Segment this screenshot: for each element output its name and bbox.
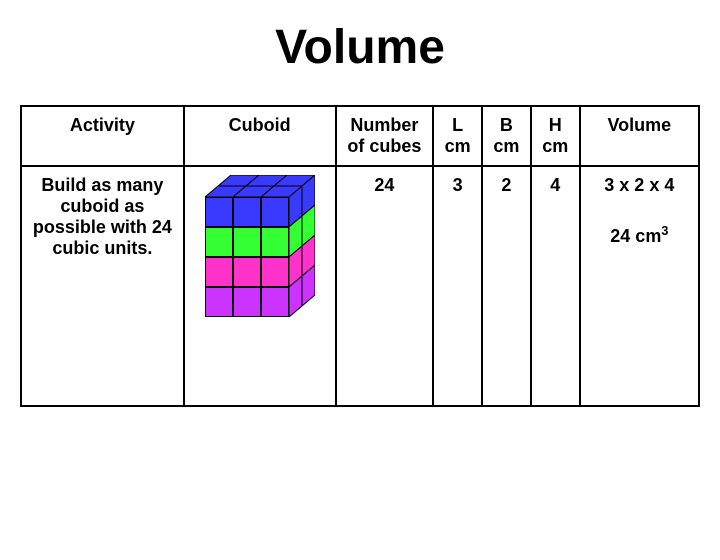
volume-result: 24 cm3 xyxy=(587,224,692,247)
cuboid-front-cell xyxy=(205,197,233,227)
cell-b: 2 xyxy=(482,166,531,406)
cuboid-side-face xyxy=(289,175,315,317)
cell-l: 3 xyxy=(433,166,482,406)
cuboid-front-cell xyxy=(233,257,261,287)
cell-cuboid xyxy=(184,166,336,406)
header-activity: Activity xyxy=(21,106,184,166)
cuboid-front-cell xyxy=(261,227,289,257)
cell-volume: 3 x 2 x 4 24 cm3 xyxy=(580,166,699,406)
volume-expression: 3 x 2 x 4 xyxy=(604,175,674,195)
cuboid-front-cell xyxy=(233,197,261,227)
cuboid-front-face xyxy=(205,197,289,317)
cuboid-front-cell xyxy=(261,197,289,227)
table-row: Build as many cuboid as possible with 24… xyxy=(21,166,699,406)
cuboid-front-cell xyxy=(233,227,261,257)
cuboid-front-cell xyxy=(261,257,289,287)
cuboid-front-cell xyxy=(233,287,261,317)
cell-activity: Build as many cuboid as possible with 24… xyxy=(21,166,184,406)
header-cuboid: Cuboid xyxy=(184,106,336,166)
cuboid-front-cell xyxy=(205,257,233,287)
volume-table: Activity Cuboid Number of cubes Lcm Bcm … xyxy=(20,105,700,407)
cuboid-figure xyxy=(205,175,315,325)
cell-numcubes: 24 xyxy=(336,166,434,406)
cuboid-front-cell xyxy=(261,287,289,317)
table-header-row: Activity Cuboid Number of cubes Lcm Bcm … xyxy=(21,106,699,166)
header-numcubes: Number of cubes xyxy=(336,106,434,166)
header-l: Lcm xyxy=(433,106,482,166)
page-title: Volume xyxy=(0,20,720,75)
cuboid-front-cell xyxy=(205,227,233,257)
header-h: Hcm xyxy=(531,106,580,166)
cell-h: 4 xyxy=(531,166,580,406)
header-volume: Volume xyxy=(580,106,699,166)
cuboid-front-cell xyxy=(205,287,233,317)
header-b: Bcm xyxy=(482,106,531,166)
